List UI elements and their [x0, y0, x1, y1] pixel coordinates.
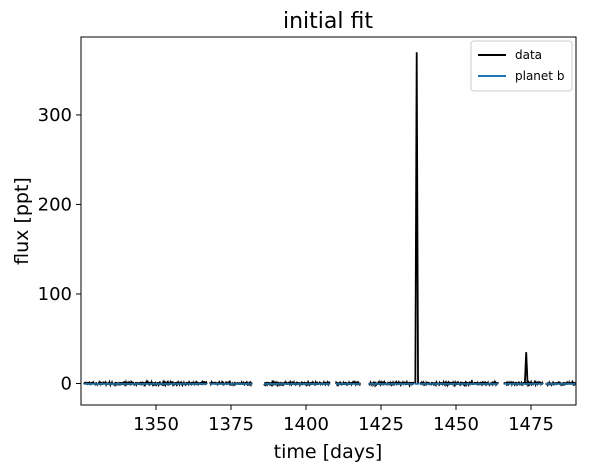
- x-tick-label: 1475: [508, 414, 554, 435]
- y-tick-label: 100: [38, 284, 72, 305]
- data-spike: [523, 352, 529, 384]
- x-axis-label: time [days]: [274, 441, 383, 463]
- plot-area: 1350 1375 1400 1425 1450 1475 0 100 200 300: [38, 36, 577, 435]
- x-tick-label: 1425: [358, 414, 404, 435]
- data-spike: [414, 52, 419, 384]
- x-tick-label: 1350: [133, 414, 179, 435]
- x-tick-label: 1400: [283, 414, 329, 435]
- legend-label-data: data: [515, 48, 542, 62]
- legend-label-planet-b: planet b: [515, 69, 564, 83]
- x-tick-label: 1450: [433, 414, 479, 435]
- legend: data planet b: [470, 40, 573, 92]
- y-tick-label: 200: [38, 194, 72, 215]
- chart-title: initial fit: [283, 9, 373, 34]
- x-tick-label: 1375: [208, 414, 254, 435]
- y-axis-label: flux [ppt]: [11, 177, 33, 265]
- y-tick-label: 0: [61, 374, 72, 395]
- data-segment: [545, 379, 576, 388]
- legend-frame: [470, 40, 573, 92]
- data-layer: [83, 52, 576, 388]
- y-tick-label: 300: [38, 105, 72, 126]
- plot-frame: [80, 36, 577, 406]
